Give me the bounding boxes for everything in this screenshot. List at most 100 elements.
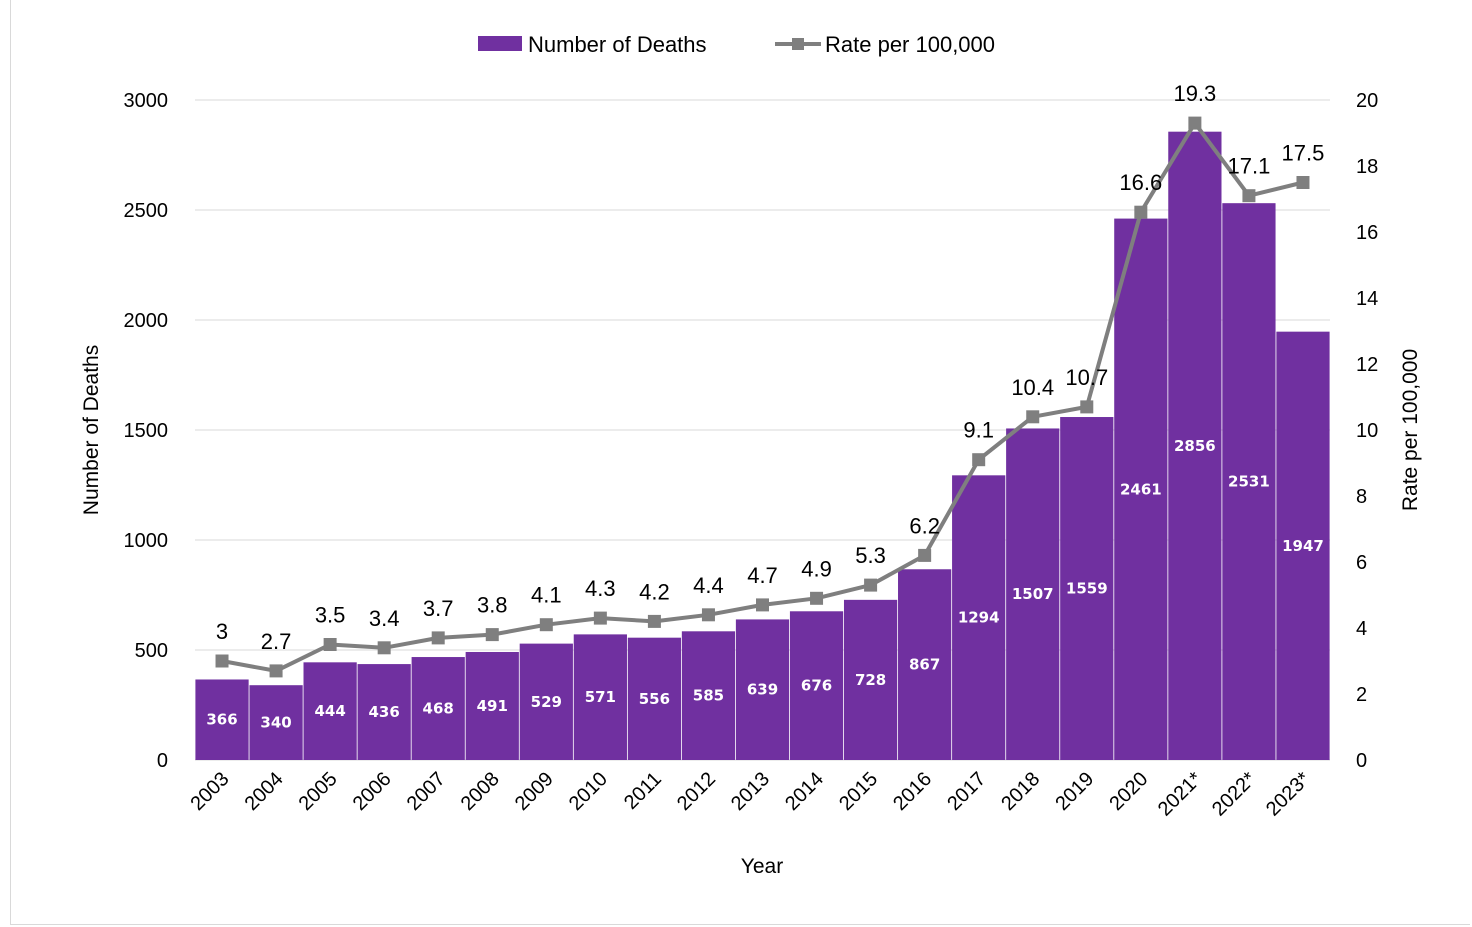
- y-tick-label: 0: [157, 750, 168, 772]
- x-tick-label: 2003: [187, 768, 234, 815]
- bar-value-label: 468: [423, 700, 454, 718]
- y2-tick-label: 16: [1356, 222, 1378, 244]
- x-tick-label: 2016: [889, 768, 936, 815]
- bar: [952, 475, 1006, 760]
- bar-value-label: 1947: [1282, 537, 1324, 555]
- rate-marker: [1080, 400, 1094, 414]
- x-axis: 2003 2004 2005 2006 2007 2008 2009 2010 2011 2012…: [187, 768, 1315, 821]
- y-axis-right: 0 2 4 6 8 10 12 14 16 18 20: [1356, 90, 1378, 772]
- rate-value-label: 5.3: [855, 543, 886, 568]
- bar-value-label: 639: [747, 681, 778, 699]
- y-tick-label: 1500: [124, 420, 169, 442]
- rate-value-label: 3.5: [315, 603, 346, 628]
- bar: [1114, 218, 1168, 760]
- y2-tick-label: 2: [1356, 684, 1367, 706]
- x-tick-label: 2013: [727, 768, 774, 815]
- bar-value-label: 867: [909, 656, 940, 674]
- bar: [465, 651, 519, 760]
- bar: [735, 619, 790, 760]
- bar: [1222, 203, 1276, 760]
- rate-value-label: 6.2: [909, 513, 940, 538]
- rate-marker: [539, 618, 553, 632]
- y2-tick-label: 8: [1356, 486, 1367, 508]
- rate-value-label: 10.7: [1065, 365, 1108, 390]
- rate-marker: [269, 664, 283, 678]
- x-tick-label: 2004: [241, 768, 288, 815]
- y2-tick-label: 12: [1356, 354, 1378, 376]
- x-tick-label: 2009: [511, 768, 558, 815]
- x-tick-label: 2007: [403, 768, 450, 815]
- rate-value-label: 3.4: [369, 606, 400, 631]
- rate-value-label: 3: [216, 619, 228, 644]
- bar: [681, 631, 736, 760]
- x-tick-label: 2011: [620, 768, 666, 814]
- bar: [303, 662, 357, 760]
- bar-value-label: 444: [314, 702, 345, 720]
- x-tick-label: 2019: [1051, 768, 1098, 815]
- bar: [1276, 331, 1330, 760]
- bar-value-label: 366: [206, 711, 237, 729]
- bar: [195, 679, 249, 760]
- y2-axis-title: Rate per 100,000: [1399, 349, 1422, 511]
- bar-series: 366 340 444 436 468 491 529 571 556 585 639 676 728 8…: [195, 131, 1330, 760]
- y-tick-label: 500: [135, 640, 168, 662]
- rate-marker: [756, 598, 769, 612]
- rate-value-label: 9.1: [963, 418, 994, 443]
- rate-marker: [810, 591, 824, 605]
- y-tick-label: 2500: [124, 200, 169, 222]
- y-tick-label: 2000: [124, 310, 169, 332]
- bar-value-label: 676: [801, 677, 832, 695]
- y-axis-left: 0 500 1000 1500 2000 2500 3000: [124, 90, 169, 772]
- x-tick-label: 2022*: [1208, 768, 1261, 821]
- rate-value-label: 16.6: [1119, 170, 1162, 195]
- rate-value-label: 3.8: [477, 593, 508, 618]
- rate-marker: [701, 608, 715, 622]
- bar-value-label: 340: [260, 714, 291, 732]
- bar-value-label: 556: [639, 690, 670, 708]
- rate-value-label: 4.3: [585, 576, 616, 601]
- x-tick-label: 2006: [349, 768, 396, 815]
- x-tick-label: 2005: [295, 768, 342, 815]
- rate-value-label: 3.7: [423, 596, 454, 621]
- y2-tick-label: 14: [1356, 288, 1378, 310]
- bar: [1060, 417, 1114, 760]
- rate-marker: [1188, 116, 1202, 130]
- rate-value-label: 17.1: [1228, 154, 1271, 179]
- rate-marker: [323, 638, 337, 651]
- bar-value-label: 2461: [1120, 480, 1162, 498]
- bar: [249, 685, 303, 760]
- rate-value-label: 4.4: [693, 573, 724, 598]
- x-tick-label: 2021*: [1154, 768, 1207, 821]
- bar: [627, 637, 682, 760]
- chart-frame: [10, 0, 1470, 925]
- x-tick-label: 2012: [673, 768, 720, 815]
- legend-swatch-marker: [792, 38, 804, 50]
- rate-marker: [1026, 410, 1040, 424]
- y-tick-label: 1000: [124, 530, 169, 552]
- rate-marker: [972, 453, 986, 467]
- rate-marker: [485, 628, 499, 642]
- rate-marker: [864, 578, 878, 592]
- bar-value-label: 585: [693, 687, 724, 705]
- rate-marker: [918, 548, 932, 562]
- rate-marker: [431, 631, 445, 645]
- rate-value-label: 4.2: [639, 579, 670, 604]
- rate-marker: [1296, 176, 1310, 189]
- x-tick-label: 2008: [457, 768, 504, 815]
- rate-marker: [215, 654, 229, 668]
- bar: [898, 569, 952, 760]
- rate-marker: [593, 611, 607, 625]
- bar: [357, 664, 411, 760]
- bar: [573, 634, 627, 760]
- rate-value-label: 4.1: [531, 583, 562, 608]
- y2-tick-label: 10: [1356, 420, 1378, 442]
- bar-value-label: 2531: [1228, 473, 1270, 491]
- bar-value-label: 728: [855, 671, 886, 689]
- legend: Number of Deaths Rate per 100,000: [478, 32, 995, 57]
- y2-tick-label: 6: [1356, 552, 1367, 574]
- bar: [789, 611, 844, 760]
- y2-tick-label: 0: [1356, 750, 1367, 772]
- x-tick-label: 2015: [835, 768, 882, 815]
- bar-value-label: 529: [531, 693, 562, 711]
- rate-marker: [647, 614, 661, 628]
